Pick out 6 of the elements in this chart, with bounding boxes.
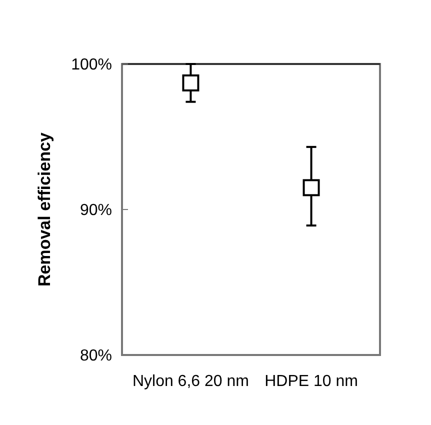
y-axis-title: Removal efficiency — [35, 132, 54, 287]
x-tick-label: HDPE 10 nm — [264, 373, 358, 390]
x-tick-label: Nylon 6,6 20 nm — [132, 373, 249, 390]
y-tick-label: 90% — [80, 202, 112, 220]
y-tick-label: 100% — [71, 56, 112, 74]
y-tick-label: 80% — [80, 348, 112, 365]
